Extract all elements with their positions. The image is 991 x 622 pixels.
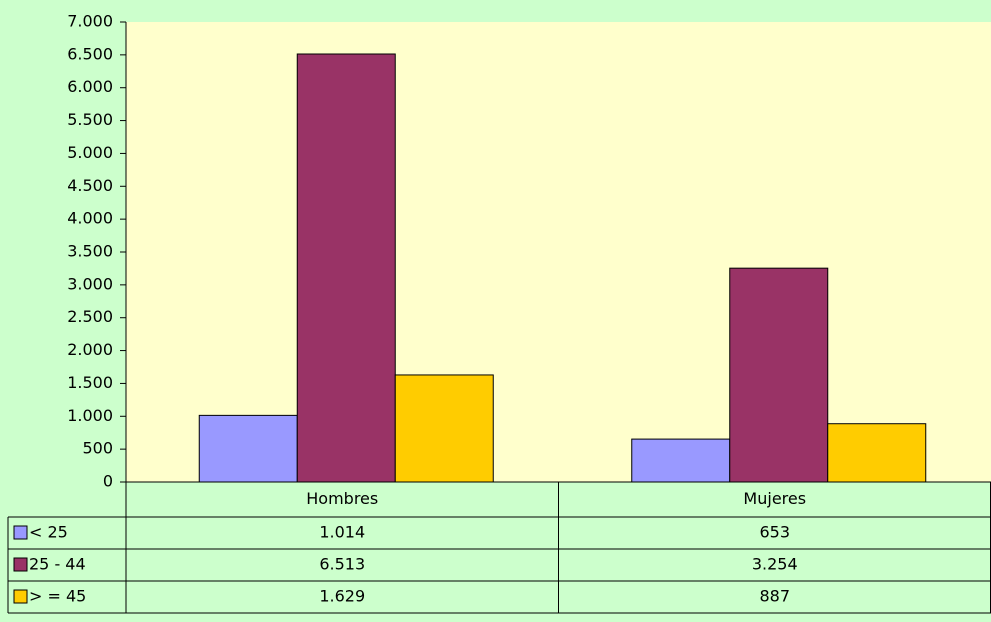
bar (827, 423, 927, 483)
y-tick-label: 5.000 (67, 143, 113, 162)
table-value: 1.629 (319, 587, 365, 606)
table-value: 3.254 (752, 555, 798, 574)
y-tick-label: 5.500 (67, 110, 113, 129)
table-value: 6.513 (319, 555, 365, 574)
y-tick-label: 4.500 (67, 176, 113, 195)
legend-label: < 25 (29, 523, 68, 542)
bar (729, 267, 829, 483)
y-tick-label: 1.000 (67, 406, 113, 425)
legend-key (13, 589, 28, 604)
legend-label: > = 45 (29, 587, 86, 606)
table-value: 887 (759, 587, 790, 606)
y-tick-label: 4.000 (67, 209, 113, 228)
y-tick-label: 1.500 (67, 373, 113, 392)
y-tick-label: 6.500 (67, 44, 113, 63)
plot-area (126, 22, 991, 482)
y-tick-label: 7.000 (67, 12, 113, 31)
legend-label: 25 - 44 (29, 555, 86, 574)
y-tick-label: 2.500 (67, 307, 113, 326)
table-value: 1.014 (319, 523, 365, 542)
y-tick-label: 6.000 (67, 77, 113, 96)
bar (394, 374, 494, 483)
bar (296, 53, 396, 483)
legend-key (13, 525, 28, 540)
y-tick-label: 500 (82, 439, 113, 458)
y-tick-label: 2.000 (67, 340, 113, 359)
table-value: 653 (759, 523, 790, 542)
bar (198, 414, 298, 483)
bar (631, 438, 731, 483)
x-tick-label: Hombres (306, 489, 378, 508)
x-tick-label: Mujeres (743, 489, 806, 508)
y-tick-label: 3.000 (67, 274, 113, 293)
legend-key (13, 557, 28, 572)
y-tick-label: 0 (103, 472, 113, 491)
y-tick-label: 3.500 (67, 242, 113, 261)
